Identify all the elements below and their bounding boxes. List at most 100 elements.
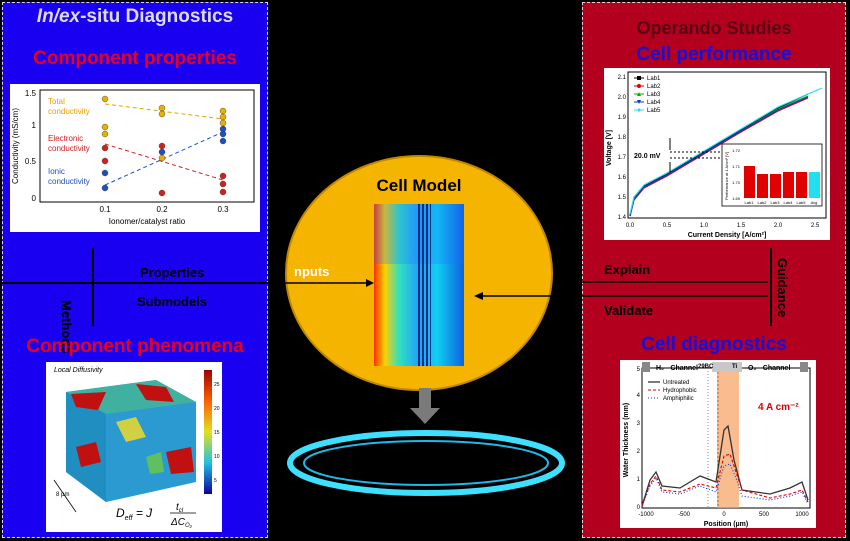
i-tick-10: 1.0 [700,223,709,229]
cell-performance-title: Cell performance [636,44,792,65]
methods-arrow-line [92,248,94,326]
v-tick-18: 1.8 [618,135,627,141]
ti-label: Ti [732,364,738,370]
h2-channel-label: H₂ - Channel [656,365,698,372]
operando-title: Operando Studies [636,18,792,38]
guidance-arrow-line [770,248,772,326]
properties-label: Properties [140,265,205,280]
conductivity-points [101,95,227,197]
inputs-label: nputs [294,264,330,279]
y-tick-15: 1.5 [25,89,37,98]
total-conductivity-label-2: conductivity [48,107,90,116]
total-conductivity-label-1: Total [48,97,65,106]
submodels-label: Submodels [137,294,208,309]
pos-tick-n500: -500 [678,512,691,518]
ionic-conductivity-label-2: conductivity [48,177,90,186]
local-diffusivity-image: Local Diffusivity 25 20 15 10 5 8 µm Def… [46,362,222,532]
inset-xtick-lab1: Lab1 [745,200,755,205]
colorbar-tick-10: 10 [214,454,220,460]
inset-ylabel: Performance at 1 A/cm² [V] [724,152,729,200]
inset-xtick-lab2: Lab2 [758,200,768,205]
v-tick-14: 1.4 [618,215,627,221]
conductivity-chart: Conductivity (mS/cm) 0 0.5 1 1.5 0.1 0.2… [10,84,260,232]
inset-ytick-171: 1.71 [732,164,741,169]
i-tick-20: 2.0 [774,223,783,229]
y-tick-0: 0 [32,194,37,203]
svg-text:Untreated: Untreated [663,380,689,386]
down-arrow [410,388,440,424]
x-tick-02: 0.2 [156,205,168,214]
colorbar-tick-20: 20 [214,406,220,412]
validate-label: Validate [604,303,654,318]
performance-chart: Voltage [V] 1.4 1.5 1.6 1.7 1.8 1.9 2.0 … [604,68,830,240]
v-tick-17: 1.7 [618,155,627,161]
conductivity-xlabel: Ionomer/catalyst ratio [109,217,186,226]
i-tick-25: 2.5 [811,223,820,229]
inset-xtick-lab3: Lab3 [771,200,781,205]
water-legend: Untreated Hydrophobic Amphiphilic [648,380,697,402]
svg-text:Lab4: Lab4 [647,100,661,106]
colorbar-tick-5: 5 [214,478,217,484]
inset-ytick-169: 1.69 [732,196,741,201]
water-ylabel: Water Thickness (mm) [623,403,630,477]
voltage-ylabel: Voltage [V] [606,130,613,166]
component-phenomena-title: Component phenomena [26,336,244,357]
ionic-conductivity-label-1: Ionic [48,167,65,176]
inset-ytick-172: 1.72 [732,148,741,153]
v-tick-20: 2.0 [618,95,627,101]
properties-arrow-line [0,282,290,284]
v-tick-21: 2.1 [618,75,627,81]
w-tick-3: 3 [637,421,641,427]
colorbar-tick-15: 15 [214,430,220,436]
component-properties-title: Component properties [33,48,237,69]
cell-diagnostics-title: Cell diagnostics [641,334,787,355]
pos-tick-n1000: -1000 [638,512,654,518]
o2-channel-label: O₂ - Channel [748,365,790,372]
w-tick-4: 4 [637,393,641,399]
inset-xtick-lab4: Lab4 [784,200,794,205]
inputs-arrow [284,279,374,287]
svg-text:Lab5: Lab5 [647,108,661,114]
scale-bar-label: 8 µm [56,492,69,498]
colorbar-tick-25: 25 [214,382,220,388]
pos-tick-0: 0 [722,512,726,518]
mv-annotation: 20.0 mV [634,153,661,160]
electronic-conductivity-label-1: Electronic [48,134,83,143]
explain-label: Explain [604,262,651,277]
inset-xtick-avg: Avg [811,200,818,205]
29bc-label: 29BC [698,364,714,370]
svg-text:Lab1: Lab1 [647,76,661,82]
position-xlabel: Position (µm) [704,521,748,528]
deff-formula-den: ΔCO₂ [170,517,193,529]
y-tick-05: 0.5 [25,157,37,166]
explain-validate-arrows [474,281,768,300]
w-tick-5: 5 [637,367,641,373]
v-tick-19: 1.9 [618,115,627,121]
pos-tick-1000: 1000 [795,512,809,518]
inset-ytick-170: 1.70 [732,180,741,185]
v-tick-15: 1.5 [618,195,627,201]
svg-text:Amphiphilic: Amphiphilic [663,396,694,402]
cell-model-contour [374,204,464,366]
svg-text:Lab2: Lab2 [647,84,661,90]
pos-tick-500: 500 [759,512,770,518]
w-tick-1: 1 [637,477,641,483]
performance-legend: Lab1 Lab2 Lab3 Lab4 Lab5 [634,76,661,114]
i-tick-15: 1.5 [737,223,746,229]
current-density-xlabel: Current Density [A/cm²] [688,232,767,239]
electronic-conductivity-label-2: conductivity [48,144,90,153]
w-tick-2: 2 [637,449,641,455]
deff-formula-num: tcl [176,502,184,514]
v-tick-16: 1.6 [618,175,627,181]
cyan-ring [287,430,565,496]
i-tick-05: 0.5 [663,223,672,229]
x-tick-01: 0.1 [99,205,111,214]
in-ex-situ-title: In/ex-situ Diagnostics [36,6,234,27]
deff-formula: Deff = J [116,506,153,522]
svg-text:Lab3: Lab3 [647,92,661,98]
svg-text:Hydrophobic: Hydrophobic [663,388,697,394]
guidance-label: Guidance [775,258,790,318]
i-tick-00: 0.0 [626,223,635,229]
local-diffusivity-title: Local Diffusivity [54,367,103,374]
current-density-label: 4 A cm⁻² [758,402,799,413]
